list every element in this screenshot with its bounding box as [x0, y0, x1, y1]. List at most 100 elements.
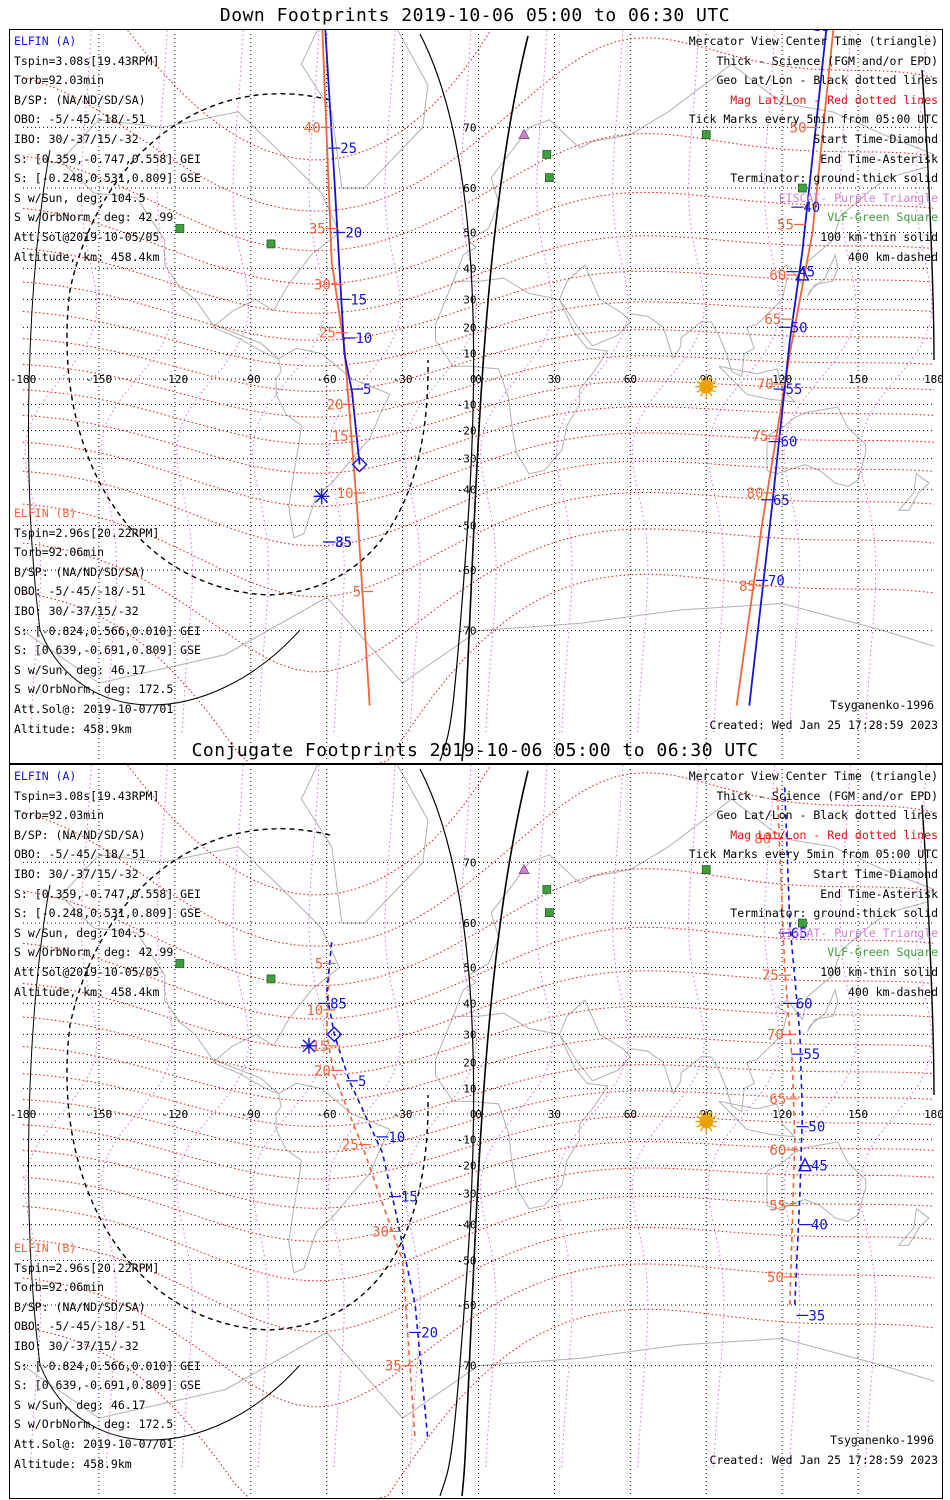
terminator-100km-west	[28, 884, 301, 1441]
elfin-name: ELFIN (B)	[14, 506, 77, 520]
mag-longitude-line	[252, 765, 326, 1468]
elfin-b-tick-label: 80	[747, 486, 764, 502]
coastline	[60, 846, 340, 1095]
vlf-square	[798, 183, 807, 193]
lat-tick-label: -20	[457, 425, 477, 438]
mag-latitude-line	[22, 1226, 935, 1333]
elfin-info-line: Torb=92.03min	[14, 73, 105, 88]
mag-grid	[22, 765, 935, 1498]
elfin-info-line: S: [-0.248,0.531,0.809] GSE	[14, 171, 201, 186]
elfin-a-tick-label: 50	[791, 320, 808, 336]
vlf-square	[266, 239, 276, 249]
legend-entry: EISCAT- Purple Triangle	[778, 925, 938, 940]
elfin-a-tick-label: 15	[350, 292, 367, 308]
elfin-b-tick-label: 55	[769, 1199, 786, 1215]
sun-marker	[695, 375, 718, 398]
lat-tick-label: 50	[463, 226, 476, 239]
lon-tick-label: -150	[86, 373, 113, 386]
lat-tick-label: -30	[457, 453, 477, 466]
elfin-a-tick-label: 60	[781, 435, 798, 451]
vlf-square	[701, 865, 711, 874]
coastline	[898, 472, 930, 511]
elfin-b-tick-label: 30	[314, 277, 331, 293]
legend-entry: End Time-Asterisk	[820, 886, 938, 901]
center-time-triangle	[797, 1157, 813, 1172]
lat-tick-label: 50	[463, 961, 476, 974]
elfin-b-tick-label: 5	[315, 956, 323, 972]
lat-tick-label: 60	[463, 917, 476, 930]
elfin-b-tick-label: 20	[327, 397, 344, 413]
lon-tick-label: -90	[241, 373, 261, 386]
mag-grid	[22, 30, 935, 763]
legend-entry: Tick Marks every 5min from 05:00 UTC	[688, 112, 938, 127]
legend-entry: 400 km-dashed	[847, 984, 938, 999]
map-svg: -180 -150 -120 -90 -60 -30 0 30 60 90 120 150 180706…	[10, 765, 942, 1498]
lon-tick-label: -30	[393, 373, 413, 386]
start-diamond	[326, 1026, 343, 1043]
legend-entry: Thick - Science (FGM and/or EPD)	[716, 53, 938, 68]
terminator-100km	[419, 768, 475, 1497]
coastline	[718, 365, 797, 403]
coastline	[766, 406, 867, 487]
sun-marker	[695, 1110, 718, 1133]
created-timestamp: Created: Wed Jan 25 17:28:59 2023	[709, 718, 938, 732]
elfin-info-line: Tspin=3.08s[19.43RPM]	[14, 788, 160, 803]
mag-latitude-line	[22, 380, 935, 445]
elfin-b-tick-label: 35	[309, 221, 326, 237]
lon-tick-label: 30	[548, 373, 561, 386]
elfin-b-tick-label: 10	[306, 1003, 323, 1019]
elfin-info-line: S w/Sun, deg: 104.5	[14, 925, 146, 940]
conjugate-panel-title: Conjugate Footprints 2019-10-06 05:00 to…	[191, 740, 759, 761]
elfin-a-tick-label: 35	[808, 1308, 825, 1324]
elfin-info-line: S: [-0.824,0.566,0.010] GEI	[14, 623, 201, 638]
lat-tick-label: -60	[457, 564, 477, 577]
conjugate-footprint-panel: -180 -150 -120 -90 -60 -30 0 30 60 90 120 150 180 70 6…	[9, 764, 943, 1499]
sun-ray	[696, 1124, 701, 1128]
elfin-a-tick-label: 55	[803, 1047, 820, 1063]
elfin-info-line: Altitude: 458.9km	[14, 721, 132, 736]
mag-latitude-line	[22, 970, 935, 1049]
elfin-info-elfin_a: ELFIN (A) Tspin=3.08s[19.43RPM] Torb=92.03…	[14, 32, 201, 267]
elfin-name: ELFIN (A)	[14, 34, 77, 48]
elfin-a-tick-label: 5	[358, 1074, 366, 1090]
elfin-info-line: S w/OrbNorm, deg: 42.99	[14, 945, 174, 960]
lon-tick-label: 120	[772, 373, 792, 386]
lat-tick-label: 20	[463, 1056, 476, 1069]
elfin-info-line: OBO: -5/-45/-18/-51	[14, 584, 146, 599]
lon-tick-label: 180	[924, 373, 942, 386]
elfin-a-tick-label: 70	[768, 573, 785, 589]
sun-ray	[696, 1115, 701, 1119]
elfin-b-tick-label: 40	[304, 120, 321, 136]
elfin-info-line: S w/Sun, deg: 46.17	[14, 1397, 146, 1412]
lat-tick-label: -70	[457, 1360, 477, 1373]
end-asterisk	[313, 488, 330, 505]
legend-entry: Thick - Science (FGM and/or EPD)	[716, 788, 938, 803]
elfin-info-line: S: [0.639,-0.691,0.809] GSE	[14, 1378, 201, 1393]
lon-tick-label: 60	[624, 1108, 637, 1121]
coastline	[559, 999, 631, 1082]
down-panel-title: Down Footprints 2019-10-06 05:00 to 06:3…	[219, 5, 731, 26]
lon-tick-label: -120	[162, 373, 189, 386]
elfin-b-tick-label: 25	[319, 326, 336, 342]
map-legend: Mercator View Center Time (triangle) Thic…	[689, 32, 938, 267]
elfin-info-line: IBO: 30/-37/15/-32	[14, 866, 139, 881]
mag-longitude-line	[479, 765, 553, 1468]
lat-tick-label: -60	[457, 1299, 477, 1312]
elfin-a-tick-label: 50	[808, 1120, 825, 1136]
map-svg: -180 -150 -120 -90 -60 -30 0 30 60 90 120 150 180706…	[10, 30, 942, 763]
legend-entry: 400 km-dashed	[847, 249, 938, 264]
elfin-a-tick-label: 45	[811, 1159, 828, 1175]
elfin-b-tick-label: 65	[769, 1092, 786, 1108]
legend-entry: Geo Lat/Lon - Black dotted lines	[716, 73, 938, 88]
mag-latitude-line	[22, 301, 935, 367]
vlf-square	[701, 130, 711, 139]
elfin-name: ELFIN (B)	[14, 1241, 77, 1255]
elfin-info-line: S: [-0.824,0.566,0.010] GEI	[14, 1358, 201, 1373]
lat-tick-label: 30	[463, 293, 476, 306]
coastline	[898, 1207, 930, 1246]
vlf-square	[545, 173, 554, 182]
elfin-a-tick-label: 35	[813, 30, 830, 35]
axes: -180 -150 -120 -90 -60 -30 0 30 60 90 120 150 180706…	[10, 856, 942, 1372]
vlf-square	[175, 959, 185, 968]
elfin-a-tick-label: 40	[811, 1218, 828, 1234]
